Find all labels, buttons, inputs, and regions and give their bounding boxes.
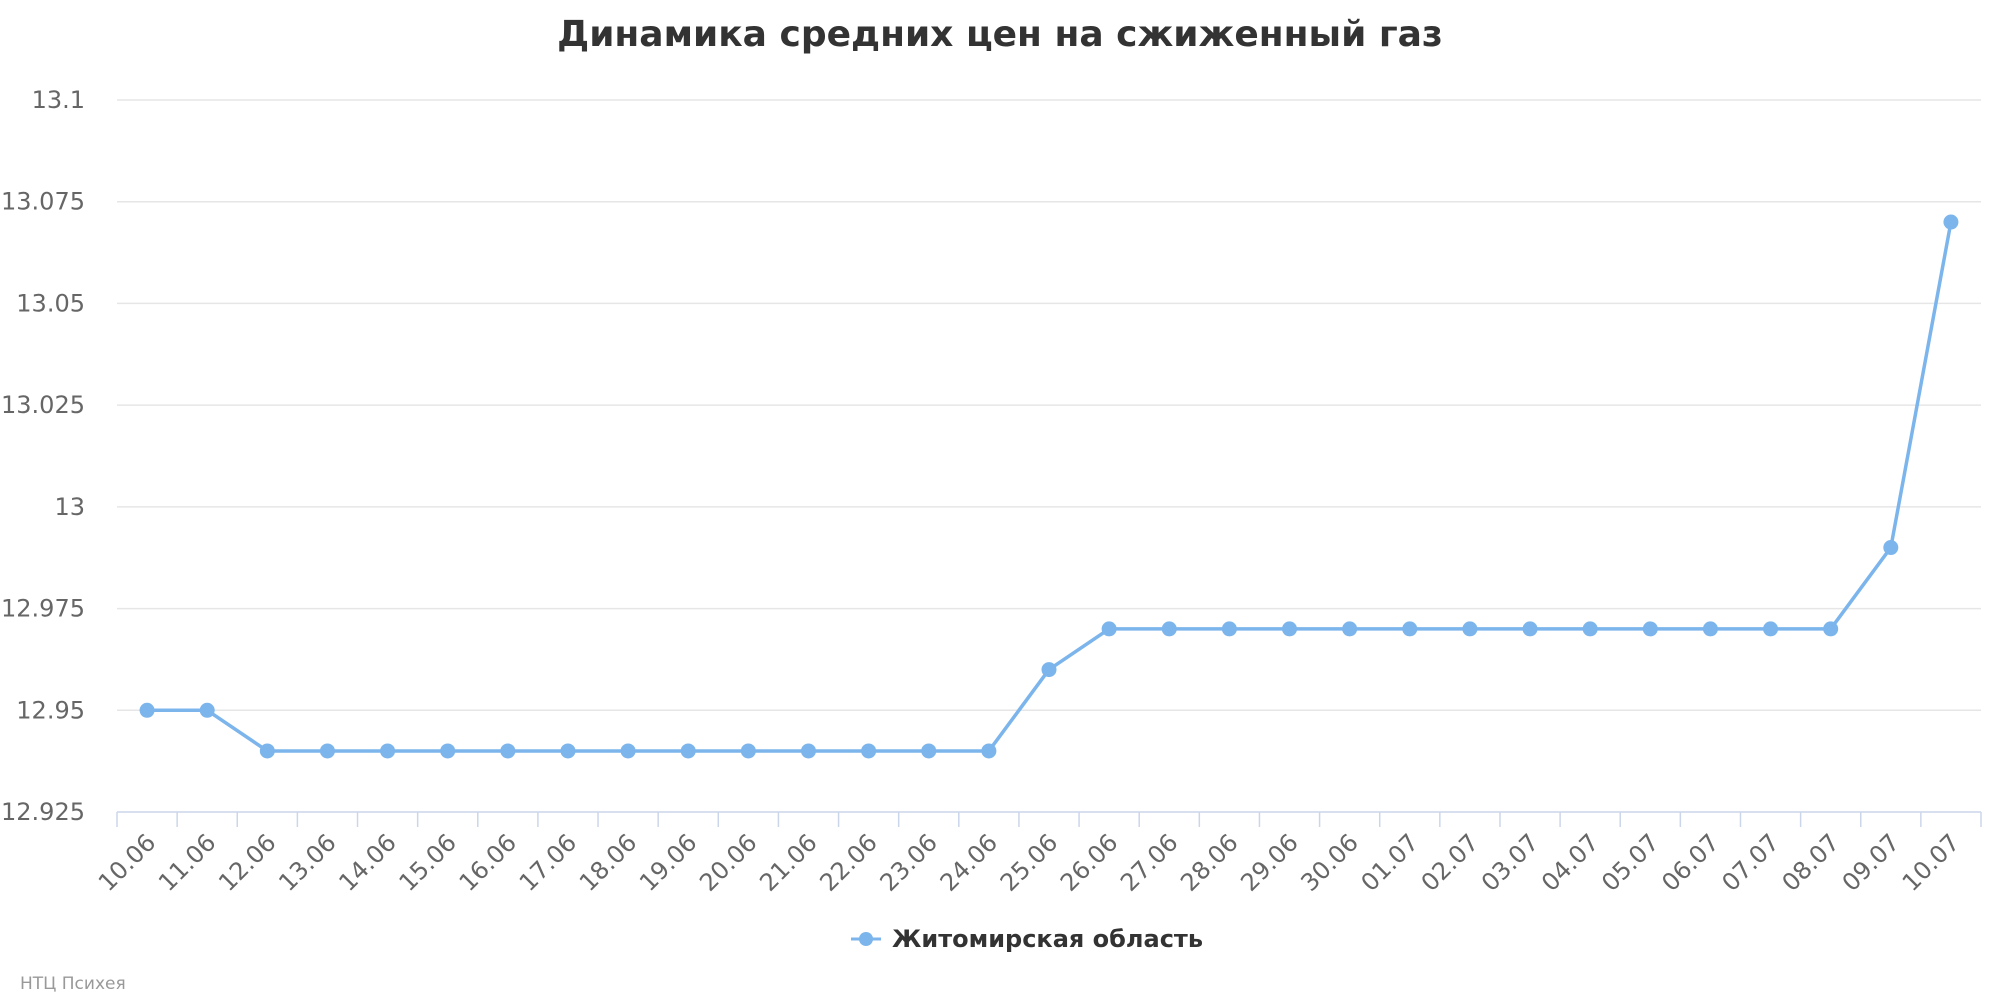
x-tick-label: 14.06 bbox=[333, 828, 401, 896]
series-plot bbox=[139, 214, 1959, 759]
x-tick-label: 11.06 bbox=[153, 828, 221, 896]
x-axis: 10.0611.0612.0613.0614.0615.0616.0617.06… bbox=[93, 811, 1982, 897]
data-point bbox=[921, 743, 937, 759]
data-point bbox=[981, 743, 997, 759]
data-point bbox=[139, 702, 155, 718]
x-tick-label: 22.06 bbox=[814, 828, 882, 896]
data-point bbox=[259, 743, 275, 759]
data-point bbox=[1041, 662, 1057, 678]
x-tick-label: 06.07 bbox=[1656, 828, 1724, 896]
data-point bbox=[1282, 621, 1298, 637]
grid-lines bbox=[117, 99, 1981, 712]
credits-label[interactable]: НТЦ Психея bbox=[20, 974, 126, 994]
data-point bbox=[560, 743, 576, 759]
x-tick-label: 21.06 bbox=[754, 828, 822, 896]
data-point bbox=[319, 743, 335, 759]
data-point bbox=[1402, 621, 1418, 637]
data-point bbox=[1582, 621, 1598, 637]
y-tick-label: 13.1 bbox=[32, 86, 85, 114]
data-point bbox=[1462, 621, 1478, 637]
data-point bbox=[500, 743, 516, 759]
data-point bbox=[1642, 621, 1658, 637]
data-point bbox=[1101, 621, 1117, 637]
data-point bbox=[1823, 621, 1839, 637]
x-tick-label: 10.07 bbox=[1897, 828, 1965, 896]
x-tick-label: 05.07 bbox=[1596, 828, 1664, 896]
data-point bbox=[440, 743, 456, 759]
x-tick-label: 20.06 bbox=[694, 828, 762, 896]
x-tick-label: 30.06 bbox=[1295, 828, 1363, 896]
legend-item-label[interactable]: Житомирская область bbox=[892, 925, 1203, 953]
legend[interactable]: Житомирская область bbox=[851, 925, 1203, 953]
x-tick-label: 03.07 bbox=[1476, 828, 1544, 896]
data-point bbox=[800, 743, 816, 759]
data-point bbox=[1702, 621, 1718, 637]
y-tick-label: 12.925 bbox=[1, 798, 85, 826]
data-point bbox=[1883, 540, 1899, 556]
x-tick-label: 15.06 bbox=[394, 828, 462, 896]
x-tick-label: 24.06 bbox=[935, 828, 1003, 896]
x-tick-label: 27.06 bbox=[1115, 828, 1183, 896]
x-tick-label: 16.06 bbox=[454, 828, 522, 896]
chart-title: Динамика средних цен на сжиженный газ bbox=[557, 14, 1443, 55]
y-tick-label: 13.05 bbox=[16, 289, 85, 317]
data-point bbox=[620, 743, 636, 759]
x-tick-label: 26.06 bbox=[1055, 828, 1123, 896]
x-tick-label: 09.07 bbox=[1837, 828, 1905, 896]
x-tick-label: 23.06 bbox=[875, 828, 943, 896]
y-axis: 12.925 12.95 12.975 13 13.025 13.05 13.075 13.1 bbox=[1, 86, 85, 826]
data-point bbox=[740, 743, 756, 759]
x-tick-label: 07.07 bbox=[1716, 828, 1784, 896]
x-tick-label: 04.07 bbox=[1536, 828, 1604, 896]
x-tick-label: 17.06 bbox=[514, 828, 582, 896]
x-tick-label: 13.06 bbox=[273, 828, 341, 896]
x-tick-label: 12.06 bbox=[213, 828, 281, 896]
data-point bbox=[1522, 621, 1538, 637]
data-point bbox=[1221, 621, 1237, 637]
x-tick-label: 25.06 bbox=[995, 828, 1063, 896]
y-tick-label: 13.025 bbox=[1, 391, 85, 419]
x-tick-label: 02.07 bbox=[1416, 828, 1484, 896]
data-point bbox=[1763, 621, 1779, 637]
data-point bbox=[1943, 214, 1959, 230]
data-point bbox=[380, 743, 396, 759]
data-point bbox=[861, 743, 877, 759]
x-tick-label: 28.06 bbox=[1175, 828, 1243, 896]
y-tick-label: 13.075 bbox=[1, 188, 85, 216]
x-tick-label: 08.07 bbox=[1777, 828, 1845, 896]
y-tick-label: 12.975 bbox=[1, 595, 85, 623]
x-tick-label: 18.06 bbox=[574, 828, 642, 896]
data-point bbox=[199, 702, 215, 718]
legend-marker-symbol bbox=[859, 932, 873, 946]
data-point bbox=[1342, 621, 1358, 637]
x-tick-label: 29.06 bbox=[1235, 828, 1303, 896]
x-tick-label: 10.06 bbox=[93, 828, 161, 896]
y-tick-label: 13 bbox=[54, 493, 85, 521]
data-point bbox=[1161, 621, 1177, 637]
data-point bbox=[680, 743, 696, 759]
x-tick-label: 19.06 bbox=[634, 828, 702, 896]
x-tick-label: 01.07 bbox=[1356, 828, 1424, 896]
y-tick-label: 12.95 bbox=[16, 696, 85, 724]
